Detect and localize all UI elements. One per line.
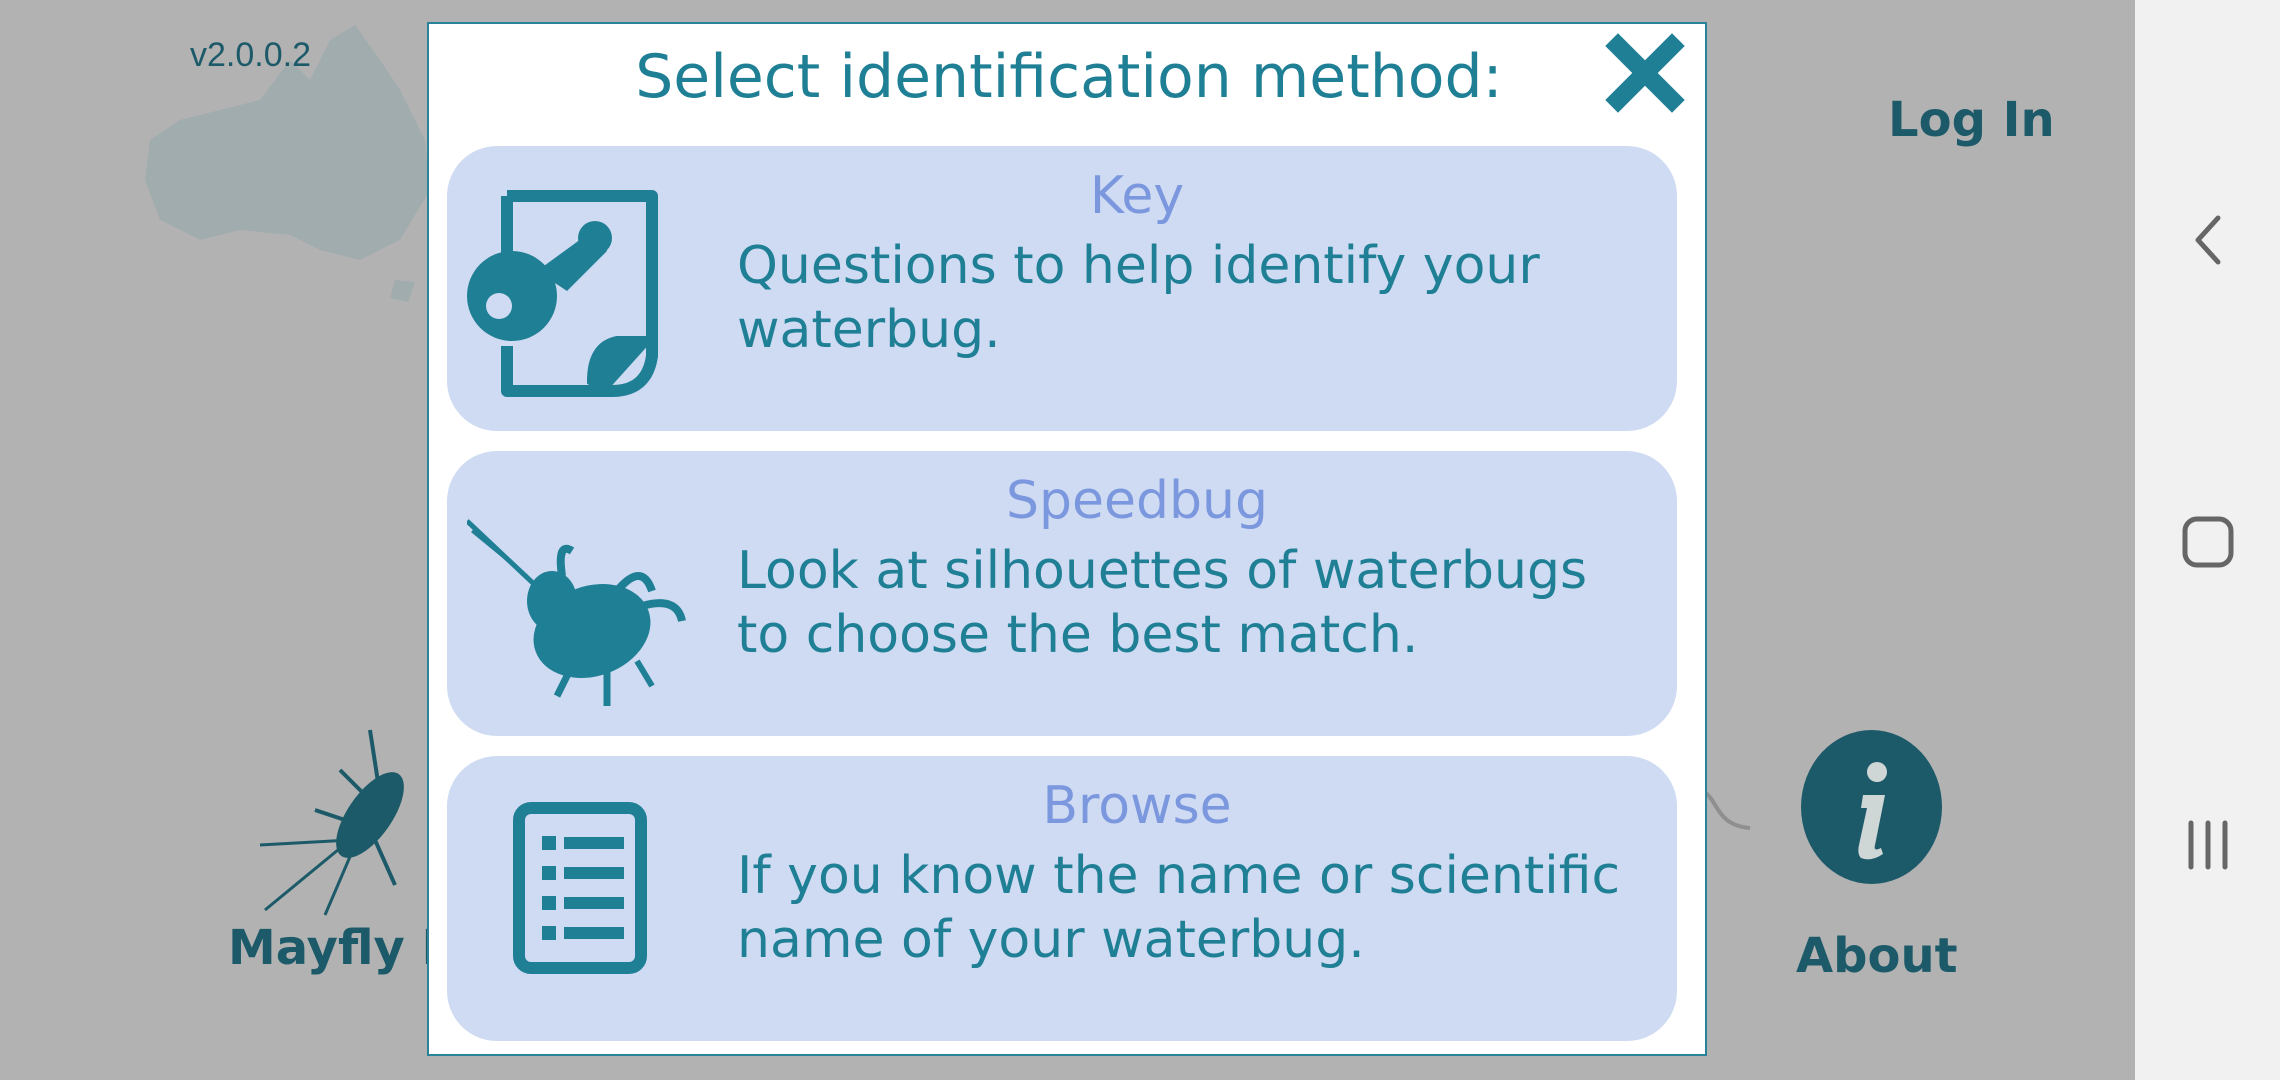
- login-button[interactable]: Log In: [1888, 92, 2055, 148]
- browse-option-description: If you know the name or scientific name …: [737, 846, 1621, 970]
- version-label: v2.0.0.2: [190, 36, 311, 74]
- speedbug-option-description: Look at silhouettes of waterbugs to choo…: [737, 541, 1588, 665]
- system-navigation-bar: [2135, 0, 2280, 1080]
- about-button[interactable]: [1801, 730, 1942, 884]
- home-icon: [2182, 516, 2233, 568]
- close-icon[interactable]: [1604, 32, 1686, 114]
- key-document-icon: [467, 190, 658, 397]
- identification-method-dialog: Select identification method: Key Questi…: [427, 22, 1707, 1056]
- browse-option-button[interactable]: Browse If you know the name or scientifi…: [447, 756, 1677, 1041]
- recents-button[interactable]: [2135, 795, 2280, 895]
- key-option-description: Questions to help identify your waterbug…: [737, 236, 1540, 360]
- key-option-button[interactable]: Key Questions to help identify your wate…: [447, 146, 1677, 431]
- australia-map-icon: [145, 25, 430, 302]
- recents-icon: [2188, 820, 2227, 870]
- dialog-title: Select identification method:: [635, 42, 1503, 112]
- home-button[interactable]: [2135, 492, 2280, 592]
- about-label[interactable]: About: [1796, 928, 1958, 984]
- back-button[interactable]: [2135, 190, 2280, 290]
- mayfly-icon: [259, 729, 404, 916]
- back-icon: [2195, 215, 2220, 265]
- info-icon: [1858, 762, 1887, 860]
- list-document-icon: [513, 802, 647, 974]
- speedbug-option-button[interactable]: Speedbug Look at silhouettes of waterbug…: [447, 451, 1677, 736]
- key-option-title: Key: [1089, 166, 1185, 226]
- browse-option-title: Browse: [1042, 776, 1232, 836]
- waterbug-silhouette-icon: [467, 519, 686, 706]
- speedbug-option-title: Speedbug: [1006, 471, 1268, 531]
